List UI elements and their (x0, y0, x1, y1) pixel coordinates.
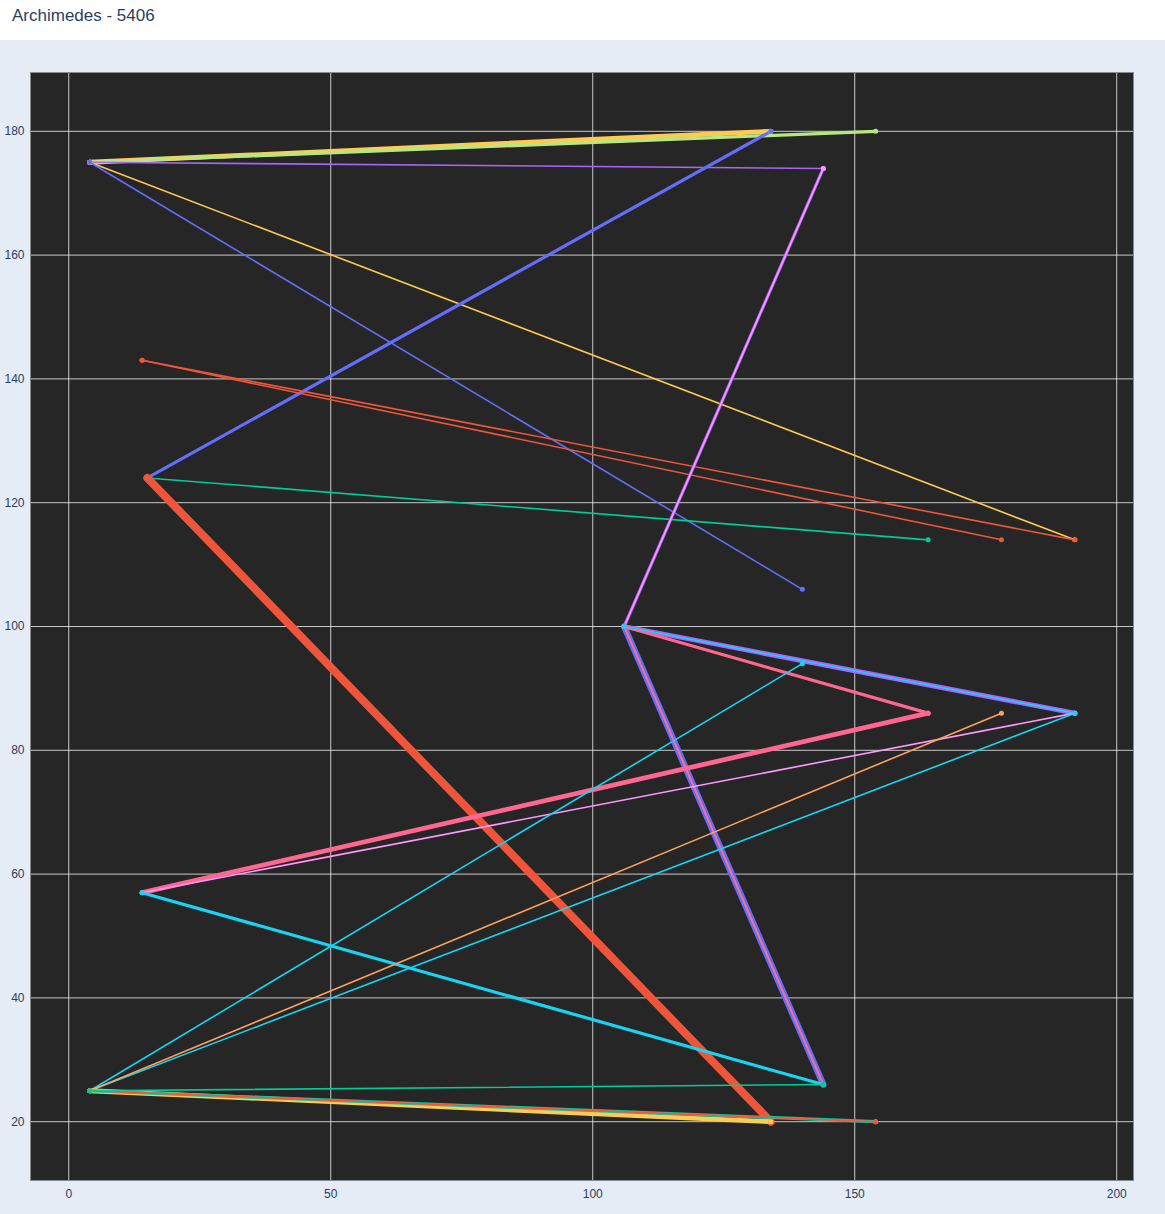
html-text:Archimedes - 5406: Archimedes - 5406 (12, 6, 155, 25)
svg-text:160: 160 (4, 248, 24, 262)
svg-text:80: 80 (11, 743, 25, 757)
svg-text:200: 200 (1107, 1187, 1127, 1201)
svg-text:60: 60 (11, 867, 25, 881)
svg-text:120: 120 (4, 496, 24, 510)
svg-text:100: 100 (583, 1187, 603, 1201)
svg-text:50: 50 (324, 1187, 338, 1201)
svg-text:180: 180 (4, 124, 24, 138)
svg-text:40: 40 (11, 991, 25, 1005)
svg-text:150: 150 (845, 1187, 865, 1201)
svg-text:140: 140 (4, 372, 24, 386)
svg-text:0: 0 (65, 1187, 72, 1201)
svg-text:100: 100 (4, 619, 24, 633)
svg-text:20: 20 (11, 1115, 25, 1129)
